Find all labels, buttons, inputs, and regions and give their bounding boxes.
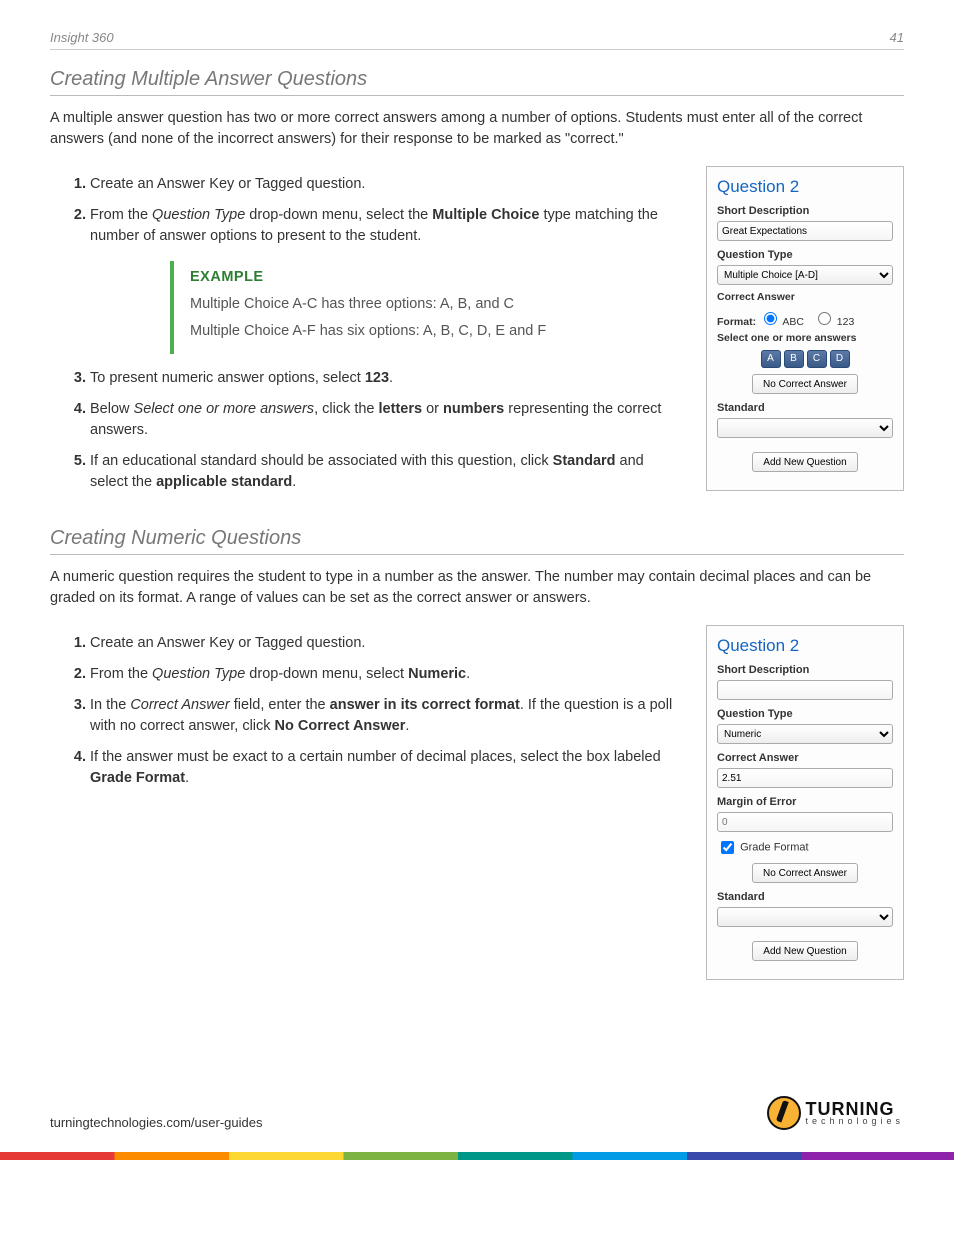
step-2: From the Question Type drop-down menu, s… [90,205,682,354]
format-abc-radio[interactable] [764,312,777,325]
select-answers-label: Select one or more answers [717,332,893,344]
section-title-numeric: Creating Numeric Questions [50,527,904,555]
question-panel-multiple: Question 2 Short Description Question Ty… [706,166,904,491]
logo-text-small: technologies [805,1117,904,1125]
opt-c[interactable]: C [807,350,827,368]
p2-add-new-button[interactable]: Add New Question [752,941,857,961]
step-1: Create an Answer Key or Tagged question. [90,174,682,195]
example-label: EXAMPLE [190,267,682,288]
p2-margin-input[interactable] [717,812,893,832]
format-123[interactable]: 123 [813,316,854,328]
logo-text-big: TURNING [805,1101,904,1117]
section2-intro: A numeric question requires the student … [50,567,904,609]
p2-correct-label: Correct Answer [717,752,893,764]
step-3: To present numeric answer options, selec… [90,368,682,389]
short-desc-label: Short Description [717,205,893,217]
page-header: Insight 360 41 [50,30,904,50]
p2-margin-label: Margin of Error [717,796,893,808]
opt-d[interactable]: D [830,350,850,368]
section1-intro: A multiple answer question has two or mo… [50,108,904,150]
page-footer: turningtechnologies.com/user-guides TURN… [50,1096,904,1130]
s2-step-2: From the Question Type drop-down menu, s… [90,664,682,685]
logo-icon [767,1096,801,1130]
panel2-title: Question 2 [717,636,893,656]
standard-select[interactable] [717,418,893,438]
panel1-title: Question 2 [717,177,893,197]
p2-correct-input[interactable] [717,768,893,788]
s2-step-4: If the answer must be exact to a certain… [90,747,682,789]
opt-b[interactable]: B [784,350,804,368]
grade-format-label: Grade Format [740,842,808,854]
format-abc[interactable]: ABC [759,316,804,328]
p2-short-desc-input[interactable] [717,680,893,700]
p2-standard-select[interactable] [717,907,893,927]
step-4: Below Select one or more answers, click … [90,399,682,441]
grade-format-checkbox[interactable] [721,841,734,854]
format-row: Format: ABC 123 [717,309,893,328]
example-block: EXAMPLE Multiple Choice A-C has three op… [170,261,682,354]
example-line-1: Multiple Choice A-C has three options: A… [190,294,682,315]
page-number: 41 [890,30,904,45]
qtype-select[interactable]: Multiple Choice [A-D] [717,265,893,285]
question-panel-numeric: Question 2 Short Description Question Ty… [706,625,904,980]
p2-qtype-select[interactable]: Numeric [717,724,893,744]
qtype-label: Question Type [717,249,893,261]
short-desc-input[interactable] [717,221,893,241]
p2-no-correct-button[interactable]: No Correct Answer [752,863,858,883]
footer-url: turningtechnologies.com/user-guides [50,1115,262,1130]
footer-rainbow-bar [0,1152,954,1160]
add-new-question-button[interactable]: Add New Question [752,452,857,472]
s2-step-3: In the Correct Answer field, enter the a… [90,695,682,737]
correct-answer-label: Correct Answer [717,291,893,303]
section1-steps: Create an Answer Key or Tagged question.… [50,174,682,493]
answer-option-buttons: A B C D [717,350,893,368]
no-correct-answer-button[interactable]: No Correct Answer [752,374,858,394]
step-5: If an educational standard should be ass… [90,451,682,493]
s2-step-1: Create an Answer Key or Tagged question. [90,633,682,654]
section2-steps: Create an Answer Key or Tagged question.… [50,633,682,789]
example-line-2: Multiple Choice A-F has six options: A, … [190,321,682,342]
standard-label: Standard [717,402,893,414]
p2-short-desc-label: Short Description [717,664,893,676]
p2-standard-label: Standard [717,891,893,903]
grade-format-row[interactable]: Grade Format [717,838,893,857]
format-123-radio[interactable] [818,312,831,325]
section-title-multiple-answer: Creating Multiple Answer Questions [50,68,904,96]
p2-qtype-label: Question Type [717,708,893,720]
doc-title: Insight 360 [50,30,114,45]
opt-a[interactable]: A [761,350,781,368]
turning-logo: TURNING technologies [767,1096,904,1130]
